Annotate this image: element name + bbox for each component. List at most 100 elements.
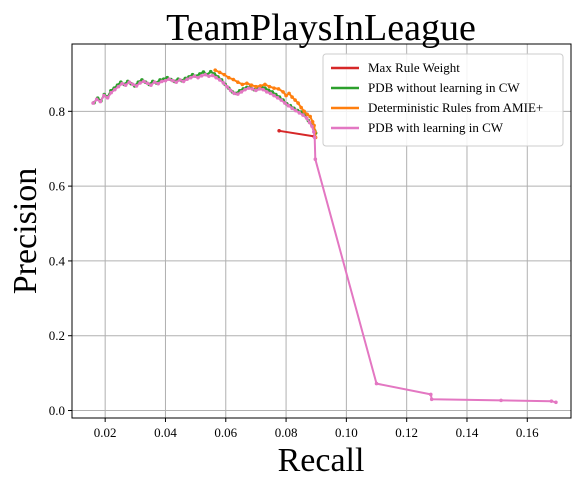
data-point	[141, 79, 146, 84]
data-point	[94, 97, 99, 102]
x-tick-label: 0.12	[395, 425, 418, 440]
y-axis-label: Precision	[7, 168, 44, 295]
data-point	[91, 101, 95, 105]
data-point	[245, 81, 249, 86]
data-point	[167, 77, 171, 81]
data-point	[313, 157, 318, 161]
data-point	[279, 98, 284, 102]
data-point	[240, 82, 245, 87]
x-tick-label: 0.04	[154, 425, 177, 440]
series-line	[278, 129, 315, 138]
data-point	[250, 87, 255, 91]
data-point	[203, 72, 208, 77]
data-point	[257, 87, 262, 91]
data-point	[105, 96, 110, 100]
legend-label-deterministic-rules: Deterministic Rules from AMIE+	[368, 100, 543, 115]
data-point	[243, 87, 247, 92]
data-point	[549, 399, 554, 403]
data-point	[305, 112, 309, 117]
x-axis-label: Recall	[278, 442, 365, 479]
data-point	[225, 84, 229, 89]
data-point	[254, 84, 258, 89]
data-point	[217, 78, 222, 82]
data-point	[120, 81, 124, 86]
data-point	[499, 398, 503, 403]
data-point	[312, 135, 317, 140]
x-tick-label: 0.08	[275, 425, 298, 440]
data-point	[160, 79, 164, 84]
data-point	[214, 75, 218, 80]
data-point	[149, 83, 153, 87]
x-tick-label: 0.10	[335, 425, 358, 440]
y-tick-label: 0.2	[49, 328, 65, 343]
data-point	[272, 93, 276, 98]
data-point	[109, 90, 113, 95]
data-point	[249, 83, 254, 87]
data-point	[201, 70, 206, 74]
data-point	[163, 78, 168, 83]
data-point	[302, 109, 306, 114]
legend-label-pdb-without-learning: PDB without learning in CW	[368, 80, 520, 95]
data-point	[554, 400, 558, 405]
data-point	[145, 81, 150, 86]
data-point	[102, 93, 106, 98]
data-point	[196, 75, 200, 80]
data-point	[301, 113, 305, 117]
data-point	[127, 80, 132, 84]
data-point	[185, 77, 189, 81]
data-point	[152, 80, 157, 84]
data-point	[254, 88, 258, 93]
x-tick-label: 0.02	[94, 425, 117, 440]
data-point	[213, 68, 218, 72]
data-point	[207, 74, 211, 78]
chart-title: TeamPlaysInLeague	[166, 7, 476, 49]
data-point	[290, 95, 294, 99]
data-point	[226, 75, 231, 80]
legend-box	[322, 53, 564, 147]
data-point	[116, 84, 121, 89]
plot-frame	[71, 43, 572, 419]
legend-label-pdb-with-learning: PDB with learning in CW	[368, 120, 504, 135]
axis-ticks: 0.02 0.04 0.06 0.08 0.10 0.12 0.14 0.16 0.0 0.2 0.…	[49, 104, 539, 440]
data-point	[232, 91, 237, 96]
data-point	[221, 81, 226, 85]
data-point	[217, 70, 222, 75]
data-point	[287, 91, 291, 96]
data-point	[239, 90, 244, 94]
data-point	[296, 101, 300, 105]
data-point	[134, 84, 139, 88]
data-point	[275, 96, 280, 100]
data-point	[181, 79, 186, 84]
data-point	[284, 93, 288, 98]
data-point	[293, 108, 298, 113]
data-point	[307, 120, 312, 125]
data-point	[199, 73, 204, 78]
data-point	[267, 84, 272, 89]
data-point	[228, 88, 233, 93]
data-point	[236, 92, 240, 96]
data-point	[123, 83, 128, 87]
data-point	[297, 111, 302, 115]
data-point	[283, 101, 287, 105]
data-point	[264, 90, 269, 94]
data-point	[374, 381, 379, 386]
x-tick-label: 0.16	[516, 425, 539, 440]
y-tick-label: 0.8	[49, 104, 65, 119]
data-point	[231, 77, 236, 82]
data-point	[131, 82, 135, 87]
data-point	[261, 87, 265, 92]
data-point	[192, 74, 197, 78]
data-point	[138, 81, 142, 85]
data-point	[428, 392, 433, 397]
data-point	[236, 80, 240, 84]
data-point	[290, 106, 294, 111]
data-point	[429, 397, 434, 402]
legend: Max Rule Weight PDB without learning in …	[322, 53, 564, 147]
data-point	[312, 130, 316, 134]
data-point	[113, 87, 117, 92]
data-point	[178, 78, 182, 82]
data-point	[263, 82, 267, 87]
legend-label-max-rule-weight: Max Rule Weight	[368, 60, 460, 75]
data-point	[286, 103, 291, 108]
